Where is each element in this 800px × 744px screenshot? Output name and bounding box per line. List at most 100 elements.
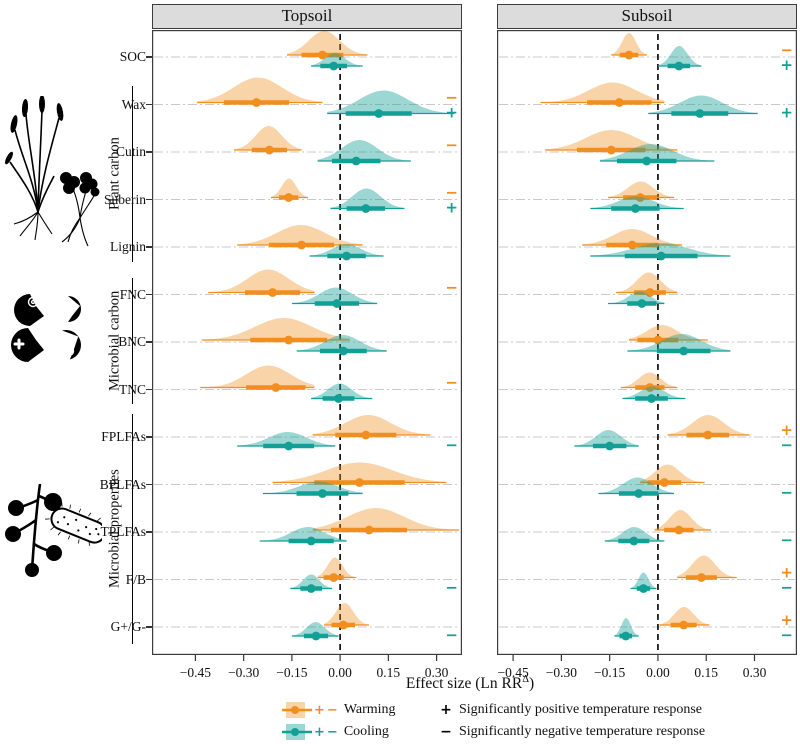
subsoil-F/B-cooling-sig-symbol: − — [780, 579, 793, 597]
topsoil-TPLFAs-cooling-mean-dot — [306, 536, 316, 546]
subsoil-BPLFAs-cooling-density — [598, 477, 674, 494]
row-label-BPLFAs: BPLFAs — [99, 476, 146, 492]
topsoil-FPLFAs-cooling-density — [237, 432, 336, 446]
topsoil-Lignin-warming-mean-dot — [297, 240, 306, 250]
row-label-FNC: FNC — [119, 286, 146, 302]
subsoil-TPLFAs-cooling-density — [604, 527, 665, 541]
subsoil-FNC-cooling-density — [608, 291, 665, 304]
row-label-FPLFAs: FPLFAs — [101, 429, 146, 444]
subsoil-Wax-warming-density — [540, 82, 665, 103]
subsoil-TPLFAs-cooling-mean-dot — [629, 536, 639, 546]
x-tick-label: −0.15 — [594, 665, 625, 680]
subsoil-Lignin-cooling-mean-dot — [656, 251, 666, 261]
subsoil-SOC-warming-density — [611, 33, 647, 55]
subsoil-Suberin-cooling-mean-dot — [631, 204, 640, 213]
subsoil-FNC-warming-mean-dot — [645, 288, 655, 297]
subsoil-G+/G--cooling-mean-dot — [621, 631, 631, 641]
subsoil-FPLFAs-cooling-sig-symbol: − — [780, 436, 793, 454]
row-label-Wax: Wax — [121, 96, 146, 112]
topsoil-TPLFAs-warming-mean-dot — [364, 525, 374, 535]
subsoil-G+/G--warming-mean-dot — [679, 620, 689, 630]
panel-border — [497, 30, 797, 655]
subsoil-G+/G--warming-density — [659, 607, 710, 625]
row-label-SOC: SOC — [119, 49, 146, 64]
topsoil-Suberin-warming-mean-dot — [284, 193, 294, 202]
subsoil-SOC-cooling-sig-symbol: + — [780, 56, 793, 74]
row-label-G+/G-: G+/G- — [110, 619, 146, 634]
subsoil-Lignin-warming-mean-dot — [627, 240, 637, 250]
subsoil-G+/G--cooling-density — [614, 618, 639, 636]
topsoil-Cutin-warming-mean-dot — [264, 145, 274, 155]
subsoil-SOC-cooling-mean-dot — [674, 61, 684, 71]
topsoil-FPLFAs-warming-mean-dot — [361, 430, 371, 440]
microbial-carbon-pacman-icon — [11, 294, 81, 362]
subsoil-SOC-warming-sig-symbol: − — [780, 41, 793, 59]
subsoil-F/B-warming-density — [677, 555, 737, 578]
subsoil-SOC-cooling-density — [657, 46, 702, 66]
subsoil-BNC-warming-mean-dot — [653, 335, 663, 345]
subsoil-Lignin-warming-density — [582, 229, 683, 245]
topsoil-FNC-cooling-density — [291, 287, 378, 304]
warming-plus-icon: + — [314, 702, 325, 718]
subsoil-Cutin-warming-density — [545, 130, 678, 150]
subsoil-G+/G--warming-sig-symbol: + — [780, 611, 793, 629]
row-tick — [146, 103, 152, 106]
row-tick — [146, 56, 152, 58]
row-label-TNC: TNC — [119, 381, 146, 397]
row-tick — [146, 341, 152, 343]
subsoil-BNC-cooling-mean-dot — [679, 346, 689, 356]
row-label-Suberin: Suberin — [104, 191, 146, 207]
x-tick-label: 0.15 — [377, 665, 401, 680]
topsoil-F/B-cooling-density — [290, 574, 333, 589]
sig-negative-text: Significantly negative temperature respo… — [459, 724, 706, 739]
topsoil-TNC-cooling-density — [311, 383, 373, 399]
topsoil-F/B-warming-density — [317, 557, 357, 578]
topsoil-FPLFAs-cooling-mean-dot — [284, 441, 294, 451]
topsoil-F/B-cooling-mean-dot — [306, 584, 316, 593]
subsoil-SOC-warming-mean-dot — [624, 50, 634, 60]
subsoil-Cutin-cooling-density — [600, 144, 715, 161]
subsoil-Wax-warming-mean-dot — [614, 98, 624, 107]
row-tick — [146, 246, 152, 248]
subsoil-FNC-cooling-mean-dot — [637, 299, 647, 308]
cooling-plus-icon: + — [314, 724, 325, 740]
warming-minus-icon: − — [326, 702, 338, 718]
topsoil-TPLFAs-cooling-density — [259, 527, 347, 541]
x-tick-label: −0.30 — [228, 665, 259, 680]
legend: + − Warming + Significantly positive tem… — [282, 699, 705, 743]
topsoil-SOC-warming-mean-dot — [318, 50, 327, 60]
row-tick — [146, 388, 152, 391]
topsoil-BPLFAs-warming-mean-dot — [355, 478, 364, 487]
x-tick-label: 0.00 — [328, 665, 352, 680]
subsoil-TNC-warming-density — [620, 372, 678, 388]
subsoil-BNC-cooling-density — [627, 334, 731, 351]
row-tick — [146, 483, 152, 486]
topsoil-G+/G--warming-mean-dot — [338, 620, 348, 630]
topsoil-Wax-warming-density — [197, 77, 323, 103]
topsoil-BNC-warming-density — [201, 318, 350, 340]
topsoil-BPLFAs-cooling-mean-dot — [318, 489, 327, 498]
subsoil-TPLFAs-warming-mean-dot — [674, 525, 684, 535]
subsoil-TNC-cooling-mean-dot — [647, 394, 656, 403]
y-axis-category-labels: SOC Wax Cutin Suberin Lignin FNC BNC TNC FPLFAs B… — [58, 0, 146, 744]
row-tick — [146, 626, 152, 628]
subsoil-Suberin-cooling-density — [590, 196, 684, 209]
row-tick — [146, 531, 152, 533]
topsoil-Wax-cooling-sig-symbol: + — [445, 104, 458, 122]
topsoil-TNC-warming-density — [200, 365, 315, 388]
topsoil-panel-header: Topsoil — [152, 4, 462, 29]
subsoil-Cutin-cooling-mean-dot — [642, 156, 652, 166]
subsoil-F/B-cooling-density — [630, 572, 657, 589]
x-axis-title-text: Effect size (Ln RR — [405, 675, 523, 693]
row-label-Lignin: Lignin — [110, 239, 146, 254]
subsoil-TPLFAs-cooling-sig-symbol: − — [780, 531, 793, 549]
subsoil-BNC-warming-density — [629, 325, 708, 340]
topsoil-G+/G--cooling-density — [291, 622, 339, 636]
sig-positive-text: Significantly positive temperature respo… — [459, 702, 702, 717]
subsoil-Wax-cooling-sig-symbol: + — [780, 104, 793, 122]
plant-illustration-icon — [5, 96, 100, 247]
warming-label: Warming — [343, 702, 396, 717]
x-tick-label: −0.30 — [546, 665, 577, 680]
legend-row-warming: + − Warming + Significantly positive tem… — [282, 699, 705, 721]
